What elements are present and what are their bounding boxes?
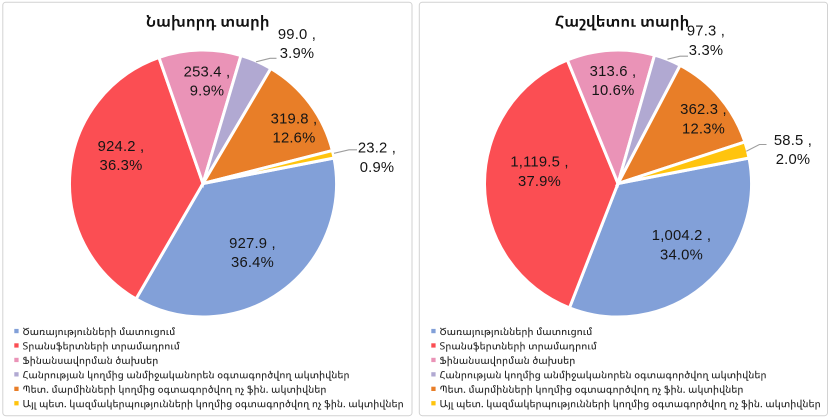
svg-text:12.3%: 12.3%	[682, 122, 725, 138]
svg-text:34.0%: 34.0%	[660, 248, 703, 264]
svg-text:58.5 ,: 58.5 ,	[774, 133, 812, 149]
svg-text:253.4 ,: 253.4 ,	[184, 65, 231, 81]
svg-text:10.6%: 10.6%	[592, 83, 635, 99]
svg-text:927.9 ,: 927.9 ,	[229, 236, 276, 252]
svg-text:9.9%: 9.9%	[190, 84, 225, 100]
svg-text:1,004.2 ,: 1,004.2 ,	[652, 228, 711, 244]
svg-text:37.9%: 37.9%	[518, 174, 561, 190]
svg-text:0.9%: 0.9%	[360, 160, 395, 176]
svg-text:36.4%: 36.4%	[231, 255, 274, 271]
svg-text:2.0%: 2.0%	[776, 152, 811, 168]
svg-text:319.8 ,: 319.8 ,	[271, 112, 318, 128]
svg-text:1,119.5 ,: 1,119.5 ,	[510, 155, 568, 171]
svg-text:313.6 ,: 313.6 ,	[590, 64, 637, 80]
svg-text:36.3%: 36.3%	[100, 158, 143, 174]
svg-text:23.2 ,: 23.2 ,	[358, 141, 396, 157]
svg-text:12.6%: 12.6%	[273, 131, 316, 147]
svg-text:3.3%: 3.3%	[689, 43, 724, 59]
svg-text:924.2 ,: 924.2 ,	[98, 139, 145, 155]
svg-text:97.3 ,: 97.3 ,	[687, 24, 725, 40]
svg-text:3.9%: 3.9%	[280, 46, 315, 62]
svg-text:362.3 ,: 362.3 ,	[680, 102, 727, 118]
svg-text:99.0 ,: 99.0 ,	[278, 27, 316, 43]
